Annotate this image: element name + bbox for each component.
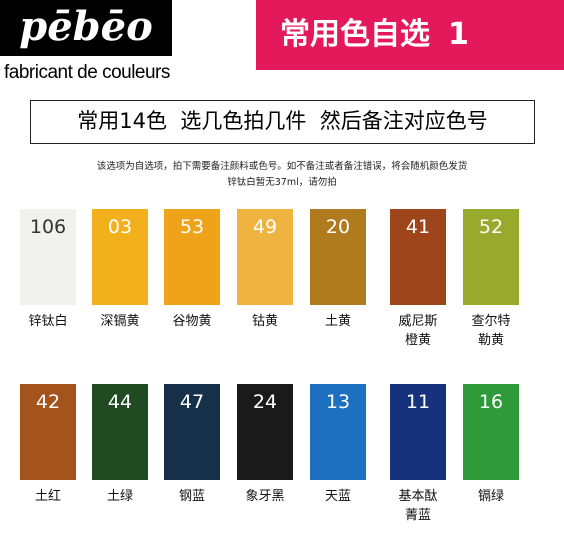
swatch-code: 52 <box>479 216 503 238</box>
swatch-name: 威尼斯 <box>398 314 437 329</box>
note: 该选项为自选项，拍下需要备注颜料或色号。如不备注或者备注错误，将会随机颜色发货 <box>96 161 468 172</box>
swatch <box>390 384 446 480</box>
swatch <box>390 209 446 305</box>
swatch <box>237 384 293 480</box>
swatch <box>92 209 148 305</box>
swatch-code: 106 <box>30 216 66 238</box>
swatch-code: 03 <box>108 216 132 238</box>
swatch <box>310 209 366 305</box>
swatch-code: 13 <box>326 391 350 413</box>
swatch-name: 基本酞 <box>398 489 437 504</box>
tagline: fabricant de couleurs <box>4 62 170 83</box>
swatch-code: 42 <box>36 391 60 413</box>
swatch <box>310 384 366 480</box>
swatch <box>20 209 76 305</box>
note: 锌钛白暂无37ml，请勿拍 <box>227 177 337 188</box>
swatch <box>237 209 293 305</box>
logo: pēbēo <box>0 0 172 56</box>
swatch <box>164 209 220 305</box>
swatch-name: 土绿 <box>107 489 133 504</box>
swatch-code: 44 <box>108 391 132 413</box>
swatch-code: 11 <box>406 391 430 413</box>
swatch-code: 24 <box>253 391 277 413</box>
swatch-name: 土黄 <box>325 314 351 329</box>
swatch-name: 橙黄 <box>405 333 431 348</box>
swatch-code: 41 <box>406 216 430 238</box>
swatch-code: 53 <box>180 216 204 238</box>
swatch-code: 47 <box>180 391 204 413</box>
swatch-code: 16 <box>479 391 503 413</box>
swatch-name: 勒黄 <box>478 333 504 348</box>
swatch <box>463 384 519 480</box>
swatch-name: 查尔特 <box>471 314 510 329</box>
swatch-code: 20 <box>326 216 350 238</box>
banner: 常用色自选 1 <box>256 0 564 70</box>
swatch <box>92 384 148 480</box>
banner-title: 常用色自选 <box>280 17 430 52</box>
swatch <box>164 384 220 480</box>
swatch-name: 天蓝 <box>325 489 351 504</box>
swatch-name: 锌钛白 <box>28 313 67 329</box>
swatch-name: 土红 <box>35 488 61 504</box>
banner-number: 1 <box>448 17 469 52</box>
swatch-name: 钴黄 <box>252 314 278 329</box>
heading: 常用14色 选几色拍几件 然后备注对应色号 <box>30 100 535 144</box>
swatch-name: 镉绿 <box>478 488 504 504</box>
swatch-name: 谷物黄 <box>172 314 211 329</box>
swatch <box>463 209 519 305</box>
swatch-code: 49 <box>253 216 277 238</box>
swatch-name: 钢蓝 <box>179 489 205 504</box>
swatch <box>20 384 76 480</box>
swatch-name: 菁蓝 <box>405 508 431 523</box>
swatch-name: 深镉黄 <box>100 313 139 329</box>
swatch-name: 象牙黑 <box>245 489 284 504</box>
